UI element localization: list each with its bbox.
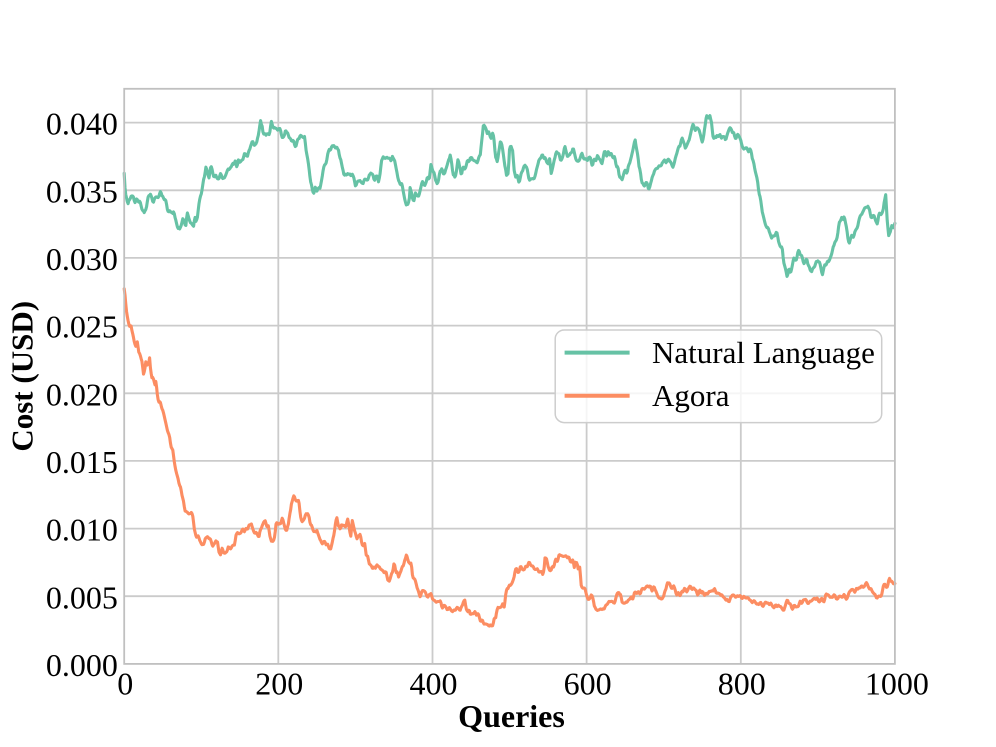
svg-text:0.010: 0.010 — [46, 512, 118, 548]
svg-text:Agora: Agora — [652, 378, 730, 413]
svg-text:0.040: 0.040 — [46, 106, 118, 142]
svg-text:0.015: 0.015 — [46, 444, 118, 480]
svg-text:Queries: Queries — [458, 698, 565, 734]
svg-text:1000: 1000 — [865, 666, 929, 702]
svg-text:0.030: 0.030 — [46, 241, 118, 277]
svg-text:0: 0 — [117, 666, 133, 702]
svg-text:0.025: 0.025 — [46, 309, 118, 345]
svg-text:0.000: 0.000 — [46, 647, 118, 683]
svg-text:0.020: 0.020 — [46, 376, 118, 412]
svg-text:0.005: 0.005 — [46, 579, 118, 615]
svg-text:600: 600 — [564, 666, 612, 702]
svg-text:200: 200 — [255, 666, 303, 702]
svg-text:Natural Language: Natural Language — [652, 335, 875, 370]
svg-text:400: 400 — [410, 666, 458, 702]
svg-text:800: 800 — [718, 666, 766, 702]
svg-text:Cost (USD): Cost (USD) — [5, 301, 40, 452]
svg-text:0.035: 0.035 — [46, 173, 118, 209]
